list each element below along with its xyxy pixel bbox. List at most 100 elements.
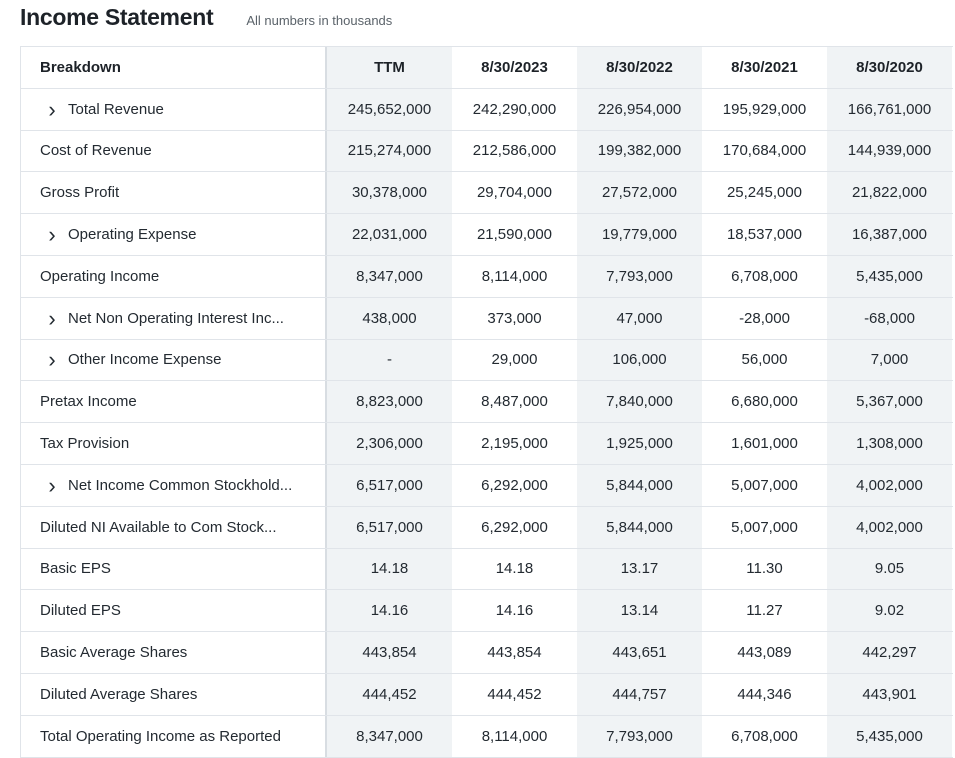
value-cell-2021: 11.30	[746, 560, 783, 578]
value-cell-ttm: 6,517,000	[327, 464, 452, 506]
value-cell-2022: 7,840,000	[577, 381, 702, 423]
row-label: Operating Expense	[68, 226, 197, 244]
table-row: Gross Profit 30,378,000 29,704,000 27,572,0…	[20, 172, 953, 215]
column-header-2023: 8/30/2023	[481, 58, 548, 76]
row-label: Diluted Average Shares	[40, 685, 198, 703]
row-label: Total Operating Income as Reported	[40, 727, 281, 745]
row-label: Operating Income	[40, 267, 160, 285]
value-cell-2020: -68,000	[827, 297, 952, 339]
row-label: Basic EPS	[40, 560, 111, 578]
value-cell-2020: 9.02	[827, 590, 952, 632]
chevron-right-icon[interactable]: ›	[48, 347, 56, 373]
value-cell-2021: 25,245,000	[726, 184, 803, 202]
row-label: Cost of Revenue	[40, 142, 152, 160]
value-cell-ttm: 215,274,000	[327, 130, 452, 172]
value-cell-2021: 1,601,000	[731, 435, 798, 453]
value-cell-2020: 9.05	[827, 548, 952, 590]
value-cell-2021: 6,708,000	[731, 727, 798, 745]
value-cell-2023: 14.16	[495, 602, 534, 620]
column-header-ttm: TTM	[327, 47, 452, 88]
table-row: Operating Income 8,347,000 8,114,000 7,793,…	[20, 255, 953, 298]
table-row[interactable]: › Other Income Expense - 29,000 106,000 56,00…	[20, 339, 953, 382]
value-cell-2022: 7,793,000	[577, 715, 702, 757]
table-row: Diluted NI Available to Com Stock... 6,51…	[20, 506, 953, 549]
row-label: Diluted EPS	[40, 602, 121, 620]
row-label-cell: Tax Provision	[20, 423, 327, 464]
value-cell-2020: 1,308,000	[827, 423, 952, 464]
table-row: Cost of Revenue 215,274,000 212,586,000 199…	[20, 130, 953, 173]
value-cell-ttm: 444,452	[327, 673, 452, 715]
value-cell-2021: 56,000	[741, 351, 788, 369]
value-cell-2022: 226,954,000	[577, 88, 702, 130]
value-cell-2023: 29,704,000	[476, 184, 553, 202]
row-label-cell[interactable]: › Net Non Operating Interest Inc...	[20, 297, 327, 339]
value-cell-2023: 6,292,000	[481, 518, 548, 536]
value-cell-ttm: 438,000	[327, 297, 452, 339]
value-cell-ttm: -	[327, 339, 452, 381]
value-cell-2022: 444,757	[577, 673, 702, 715]
value-cell-2020: 7,000	[827, 339, 952, 381]
table-row[interactable]: › Total Revenue 245,652,000 242,290,000 226,…	[20, 88, 953, 131]
value-cell-2021: 5,007,000	[731, 518, 798, 536]
row-label-cell: Cost of Revenue	[20, 130, 327, 172]
value-cell-2023: 373,000	[487, 309, 542, 327]
value-cell-2021: 170,684,000	[722, 142, 807, 160]
value-cell-ttm: 6,517,000	[327, 506, 452, 548]
value-cell-2021: 195,929,000	[722, 100, 807, 118]
value-cell-2021: 443,089	[737, 644, 792, 662]
value-cell-2021: 444,346	[737, 685, 792, 703]
value-cell-2022: 13.14	[577, 590, 702, 632]
value-cell-ttm: 8,347,000	[327, 255, 452, 297]
row-label: Gross Profit	[40, 184, 120, 202]
value-cell-ttm: 2,306,000	[327, 423, 452, 464]
row-label: Net Income Common Stockhold...	[68, 476, 293, 494]
value-cell-2020: 442,297	[827, 632, 952, 673]
page-subtitle: All numbers in thousands	[246, 13, 393, 28]
value-cell-2023: 443,854	[487, 644, 542, 662]
value-cell-ttm: 443,854	[327, 632, 452, 673]
income-statement-table: Breakdown TTM 8/30/2023 8/30/2022 8/30/2…	[20, 46, 953, 758]
table-row: Tax Provision 2,306,000 2,195,000 1,925,000…	[20, 423, 953, 465]
value-cell-ttm: 14.16	[327, 590, 452, 632]
row-label-cell: Operating Income	[20, 255, 327, 297]
value-cell-2022: 27,572,000	[577, 172, 702, 214]
row-label: Basic Average Shares	[40, 644, 188, 662]
table-row[interactable]: › Operating Expense 22,031,000 21,590,000 19…	[20, 214, 953, 256]
table-row: Basic EPS 14.18 14.18 13.17 11.30 9.05	[20, 548, 953, 591]
value-cell-ttm: 14.18	[327, 548, 452, 590]
row-label-cell: Pretax Income	[20, 381, 327, 423]
row-label-cell: Diluted NI Available to Com Stock...	[20, 506, 327, 548]
row-label-cell[interactable]: › Net Income Common Stockhold...	[20, 464, 327, 506]
value-cell-2023: 14.18	[495, 560, 534, 578]
row-label: Pretax Income	[40, 393, 137, 411]
row-label-cell[interactable]: › Total Revenue	[20, 88, 327, 130]
value-cell-2022: 5,844,000	[577, 506, 702, 548]
row-label-cell[interactable]: › Operating Expense	[20, 214, 327, 255]
value-cell-2020: 5,435,000	[827, 715, 952, 757]
table-row: Diluted Average Shares 444,452 444,452 444,…	[20, 673, 953, 716]
value-cell-ttm: 8,823,000	[327, 381, 452, 423]
value-cell-2022: 1,925,000	[577, 423, 702, 464]
row-label-cell: Basic EPS	[20, 548, 327, 590]
table-row[interactable]: › Net Non Operating Interest Inc... 438,00…	[20, 297, 953, 340]
value-cell-2020: 16,387,000	[827, 214, 952, 255]
chevron-right-icon[interactable]: ›	[48, 472, 56, 498]
value-cell-2020: 4,002,000	[827, 506, 952, 548]
value-cell-2023: 212,586,000	[472, 142, 557, 160]
value-cell-2020: 166,761,000	[827, 88, 952, 130]
chevron-right-icon[interactable]: ›	[48, 305, 56, 331]
value-cell-2023: 6,292,000	[481, 476, 548, 494]
value-cell-2021: 6,680,000	[731, 393, 798, 411]
chevron-right-icon[interactable]: ›	[48, 222, 56, 248]
chevron-right-icon[interactable]: ›	[48, 96, 56, 122]
value-cell-2023: 444,452	[487, 685, 542, 703]
table-row: Total Operating Income as Reported 8,347,…	[20, 715, 953, 758]
row-label: Total Revenue	[68, 100, 164, 118]
column-header-2021: 8/30/2021	[731, 58, 798, 76]
value-cell-2023: 2,195,000	[481, 435, 548, 453]
column-header-2022: 8/30/2022	[577, 47, 702, 88]
value-cell-2022: 7,793,000	[577, 255, 702, 297]
row-label-cell[interactable]: › Other Income Expense	[20, 339, 327, 381]
row-label-cell: Gross Profit	[20, 172, 327, 214]
table-row[interactable]: › Net Income Common Stockhold... 6,517,000…	[20, 464, 953, 507]
